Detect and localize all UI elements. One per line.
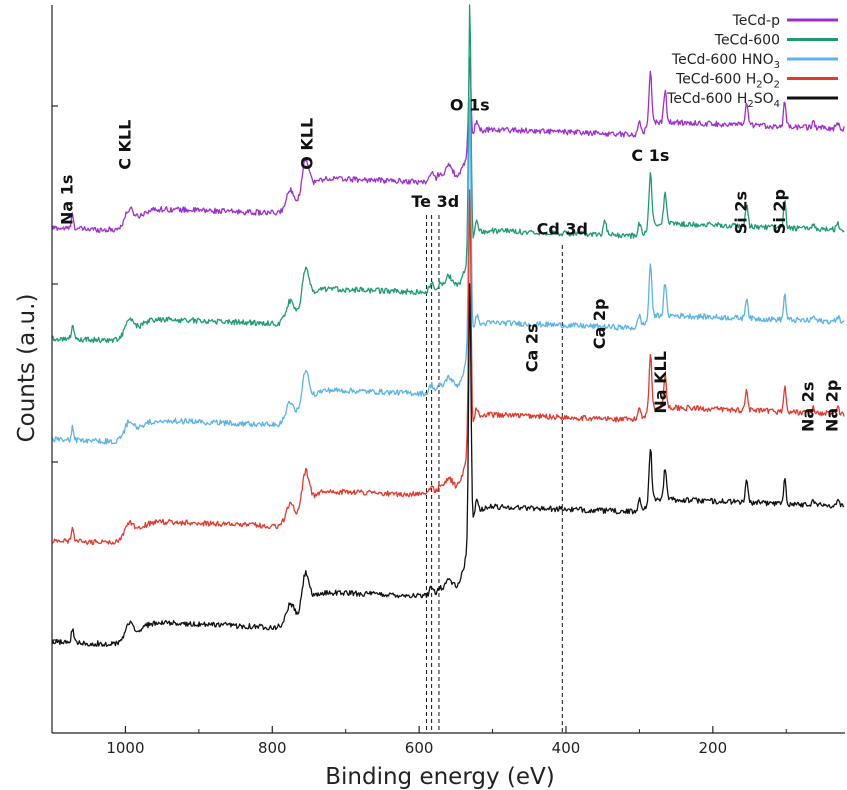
peak-label: Si 2p xyxy=(770,189,789,234)
peak-label: Ca 2s xyxy=(522,323,541,372)
peak-label: Na KLL xyxy=(651,351,670,414)
series-line-3 xyxy=(51,97,845,445)
peak-label: O 1s xyxy=(450,95,490,114)
legend-entry-label: TeCd-600 HNO3 xyxy=(671,52,780,71)
series-line-1 xyxy=(51,56,845,233)
series-line-4 xyxy=(51,189,845,546)
x-tick-label: 600 xyxy=(405,739,434,757)
x-tick-label: 400 xyxy=(552,739,581,757)
peak-label: Na 1s xyxy=(58,175,77,225)
series-line-2 xyxy=(51,4,845,344)
series-layer xyxy=(51,4,845,648)
legend-entry-label: TeCd-p xyxy=(732,13,781,29)
peak-label: Na 2s xyxy=(798,382,817,432)
peak-label: Te 3d xyxy=(411,192,459,211)
series-line-5 xyxy=(51,283,845,648)
x-tick-label: 1000 xyxy=(106,739,144,757)
legend-entry-label: TeCd-600 xyxy=(714,33,780,49)
peak-label: O KLL xyxy=(298,118,317,170)
x-tick-label: 800 xyxy=(258,739,287,757)
peak-label: C 1s xyxy=(631,146,669,165)
y-axis-title: Counts (a.u.) xyxy=(14,294,40,443)
legend-entry-label: TeCd-600 H2SO4 xyxy=(666,91,780,110)
peak-label: C KLL xyxy=(116,120,135,170)
peak-label: Si 2s xyxy=(732,191,751,234)
axes: 1000 800 600 400 200 xyxy=(51,5,845,757)
x-axis-title: Binding energy (eV) xyxy=(325,764,555,790)
peak-label: Cd 3d xyxy=(537,220,588,239)
legend-entry-label: TeCd-600 H2O2 xyxy=(675,72,780,91)
peak-label: Ca 2p xyxy=(590,298,609,349)
reference-lines xyxy=(425,215,563,733)
peak-labels: Na 1s C KLL O KLL O 1s Te 3d Cd 3d C 1s Si 2s Si… xyxy=(58,95,842,432)
peak-label: Na 2p xyxy=(823,380,842,432)
x-tick-label: 200 xyxy=(699,739,728,757)
